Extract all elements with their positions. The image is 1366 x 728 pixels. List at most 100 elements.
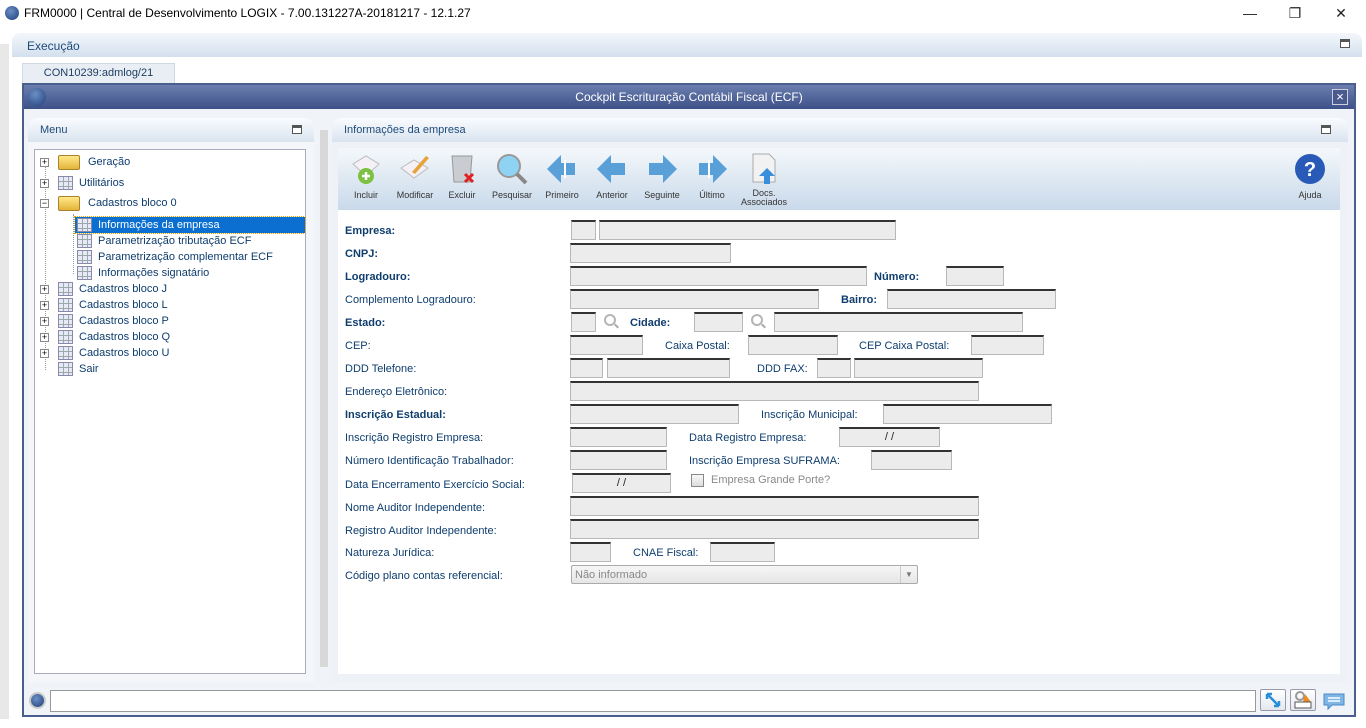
grid-icon [58,282,73,297]
tree-item-cadastros-bloco-l[interactable]: + Cadastros bloco L [40,297,168,313]
ajuda-button[interactable]: ? Ajuda [1286,152,1334,200]
label-grande-porte: Empresa Grande Porte? [711,474,831,486]
fax-input[interactable] [854,358,983,378]
primeiro-button[interactable]: Primeiro [538,152,586,200]
next-icon [649,155,677,183]
tree-item-sair[interactable]: Sair [58,361,99,377]
cidade-code-input[interactable] [694,312,743,332]
tree-item-cadastros-bloco-u[interactable]: + Cadastros bloco U [40,345,170,361]
tree-item-cadastros-bloco-q[interactable]: + Cadastros bloco Q [40,329,170,345]
window-close-button[interactable]: × [1332,89,1348,105]
toolbar-label: Anterior [596,190,628,200]
chevron-down-icon[interactable]: ▼ [900,566,917,583]
empresa-code-input[interactable] [571,220,596,240]
label-estado: Estado: [345,317,386,329]
incluir-button[interactable]: Incluir [342,152,390,200]
label-cep: CEP: [345,340,371,352]
settings-keyboard-button[interactable] [1290,689,1316,711]
cnpj-input[interactable] [570,243,731,263]
data-encerramento-input[interactable]: / / [572,473,671,493]
toolbar-label: Modificar [396,190,434,200]
collapse-icon[interactable]: − [40,198,49,208]
execucao-label: Execução [27,39,80,53]
minimize-button[interactable]: — [1243,5,1257,21]
tree-item-label: Utilitários [79,177,125,189]
ultimo-button[interactable]: Último [688,152,736,200]
expand-icon[interactable]: + [40,300,49,310]
close-button[interactable]: ✕ [1335,5,1347,21]
expand-icon[interactable]: + [40,178,49,188]
window-logo-icon [28,88,46,106]
inscricao-municipal-input[interactable] [883,404,1052,424]
pesquisar-button[interactable]: Pesquisar [488,152,536,200]
estado-input[interactable] [571,312,596,332]
numero-identificacao-input[interactable] [570,450,667,470]
execucao-minimize-button[interactable] [1340,39,1350,48]
label-caixa-postal: Caixa Postal: [665,340,730,352]
data-registro-input[interactable]: / / [839,427,940,447]
bairro-input[interactable] [887,289,1056,309]
toolbar-label: Ajuda [1298,190,1322,200]
label-inscricao-registro: Inscrição Registro Empresa: [345,432,484,444]
tree-item-informacoes-signatario[interactable]: Informações signatário [75,265,209,281]
complemento-input[interactable] [570,289,819,309]
main-minimize-button[interactable] [1321,125,1331,134]
expand-icon[interactable]: + [40,348,49,358]
tree-item-informacoes-da-empresa[interactable]: Informações da empresa [74,216,306,234]
grande-porte-checkbox[interactable] [691,474,704,487]
excluir-button[interactable]: Excluir [438,152,486,200]
panel-splitter[interactable] [320,130,328,667]
toolbar-label: Primeiro [545,190,579,200]
anterior-button[interactable]: Anterior [588,152,636,200]
empresa-name-input[interactable] [599,220,896,240]
nome-auditor-input[interactable] [570,496,979,516]
tree-item-utilitarios[interactable]: + Utilitários [40,175,124,191]
status-message-field [50,690,1256,712]
natureza-juridica-input[interactable] [570,542,611,562]
cidade-search-icon[interactable] [751,314,763,326]
ddd-fax-input[interactable] [817,358,851,378]
telefone-input[interactable] [607,358,730,378]
tree-item-parametrizacao-tributacao[interactable]: Parametrização tributação ECF [75,233,251,249]
seguinte-button[interactable]: Seguinte [638,152,686,200]
expand-icon[interactable]: + [40,332,49,342]
toolbar-label: Pesquisar [491,190,533,200]
codigo-plano-select[interactable]: Não informado ▼ [571,565,918,584]
cep-input[interactable] [570,335,643,355]
cidade-name-input[interactable] [774,312,1023,332]
tree-item-parametrizacao-complementar[interactable]: Parametrização complementar ECF [75,249,273,265]
inscricao-estadual-input[interactable] [570,404,739,424]
docs-associados-button[interactable]: Docs. Associados [738,152,790,207]
app-logo-icon [5,6,19,20]
registro-auditor-input[interactable] [570,519,979,539]
tree-item-label: Cadastros bloco P [79,315,169,327]
inscricao-suframa-input[interactable] [871,450,952,470]
tree-item-geracao[interactable]: + Geração [40,154,130,170]
ddd-telefone-input[interactable] [570,358,603,378]
tree-item-cadastros-bloco-0[interactable]: − Cadastros bloco 0 [40,195,177,211]
inscricao-registro-input[interactable] [570,427,667,447]
label-complemento: Complemento Logradouro: [345,294,476,306]
tree-item-label: Geração [88,156,131,168]
cep-caixa-postal-input[interactable] [971,335,1044,355]
numero-input[interactable] [946,266,1004,286]
tree-item-label: Parametrização tributação ECF [98,235,252,247]
expand-icon[interactable]: + [40,157,49,167]
tree-item-cadastros-bloco-j[interactable]: + Cadastros bloco J [40,281,167,297]
maximize-button[interactable]: ❐ [1288,5,1302,21]
cnae-fiscal-input[interactable] [710,542,775,562]
expand-icon[interactable]: + [40,284,49,294]
modificar-button[interactable]: Modificar [391,152,439,200]
left-collapse-strip[interactable] [0,44,9,719]
estado-search-icon[interactable] [604,314,616,326]
caixa-postal-input[interactable] [748,335,838,355]
tab-con10239[interactable]: CON10239:admlog/21 [22,63,175,83]
logradouro-input[interactable] [570,266,867,286]
label-cnpj: CNPJ: [345,248,379,260]
menu-minimize-button[interactable] [292,125,302,134]
chat-button[interactable] [1322,691,1346,714]
resize-button[interactable] [1260,689,1286,711]
endereco-eletronico-input[interactable] [570,381,979,401]
expand-icon[interactable]: + [40,316,49,326]
tree-item-cadastros-bloco-p[interactable]: + Cadastros bloco P [40,313,169,329]
